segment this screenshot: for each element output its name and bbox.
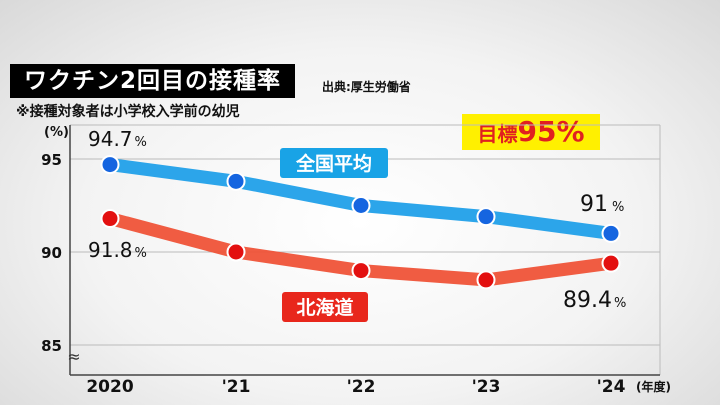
data-label: 91.8% — [88, 238, 147, 262]
y-tick-label: 85 — [41, 337, 62, 355]
y-axis-label: (%) — [44, 125, 69, 140]
data-point — [601, 253, 621, 273]
data-point — [351, 261, 371, 281]
goal-badge: 目標95% — [462, 114, 600, 150]
data-label-value: 89.4 — [563, 288, 612, 313]
data-point — [100, 155, 120, 175]
y-tick-label: 90 — [41, 244, 62, 262]
goal-value: 95% — [517, 115, 585, 148]
data-label-unit: % — [135, 246, 147, 261]
data-label: 89.4% — [563, 288, 626, 313]
series-name-box — [282, 292, 368, 322]
x-tick-label: '21 — [222, 377, 251, 397]
data-label-unit: % — [135, 135, 147, 150]
data-point — [351, 196, 371, 215]
footnote: ※接種対象者は小学校入学前の幼児 — [16, 104, 240, 120]
axis-break-symbol: ≈ — [67, 347, 80, 366]
x-tick-label: 2020 — [86, 377, 133, 397]
data-label-unit: % — [612, 200, 624, 215]
data-point — [476, 270, 496, 290]
data-label: 94.7% — [88, 127, 147, 151]
data-point — [226, 242, 246, 262]
x-tick-label: '23 — [472, 377, 501, 397]
series-name-box — [280, 148, 388, 178]
series-name-label: 全国平均 — [295, 152, 372, 175]
y-tick-label: 95 — [41, 151, 62, 169]
data-label-value: 91 — [580, 192, 608, 217]
data-label-value: 94.7 — [88, 127, 133, 151]
data-point — [476, 207, 496, 227]
goal-label: 目標 — [477, 122, 518, 146]
data-point — [226, 171, 246, 191]
data-label: 91% — [580, 192, 624, 217]
x-axis-label: (年度) — [636, 379, 671, 394]
data-label-unit: % — [614, 296, 626, 311]
x-tick-label: '24 — [597, 377, 626, 397]
axes: 85 90 95 (%) ≈2020 '21 '22 '23 '24 (年度) — [41, 125, 671, 397]
series — [100, 155, 621, 290]
series-name-label: 北海道 — [296, 296, 353, 319]
x-tick-label: '22 — [347, 377, 376, 397]
chart-title: ワクチン2回目の接種率 — [10, 64, 296, 98]
data-point — [100, 209, 120, 229]
data-point — [601, 223, 621, 243]
source-note: 出典:厚生労働省 — [322, 80, 411, 94]
data-label-value: 91.8 — [88, 238, 133, 262]
